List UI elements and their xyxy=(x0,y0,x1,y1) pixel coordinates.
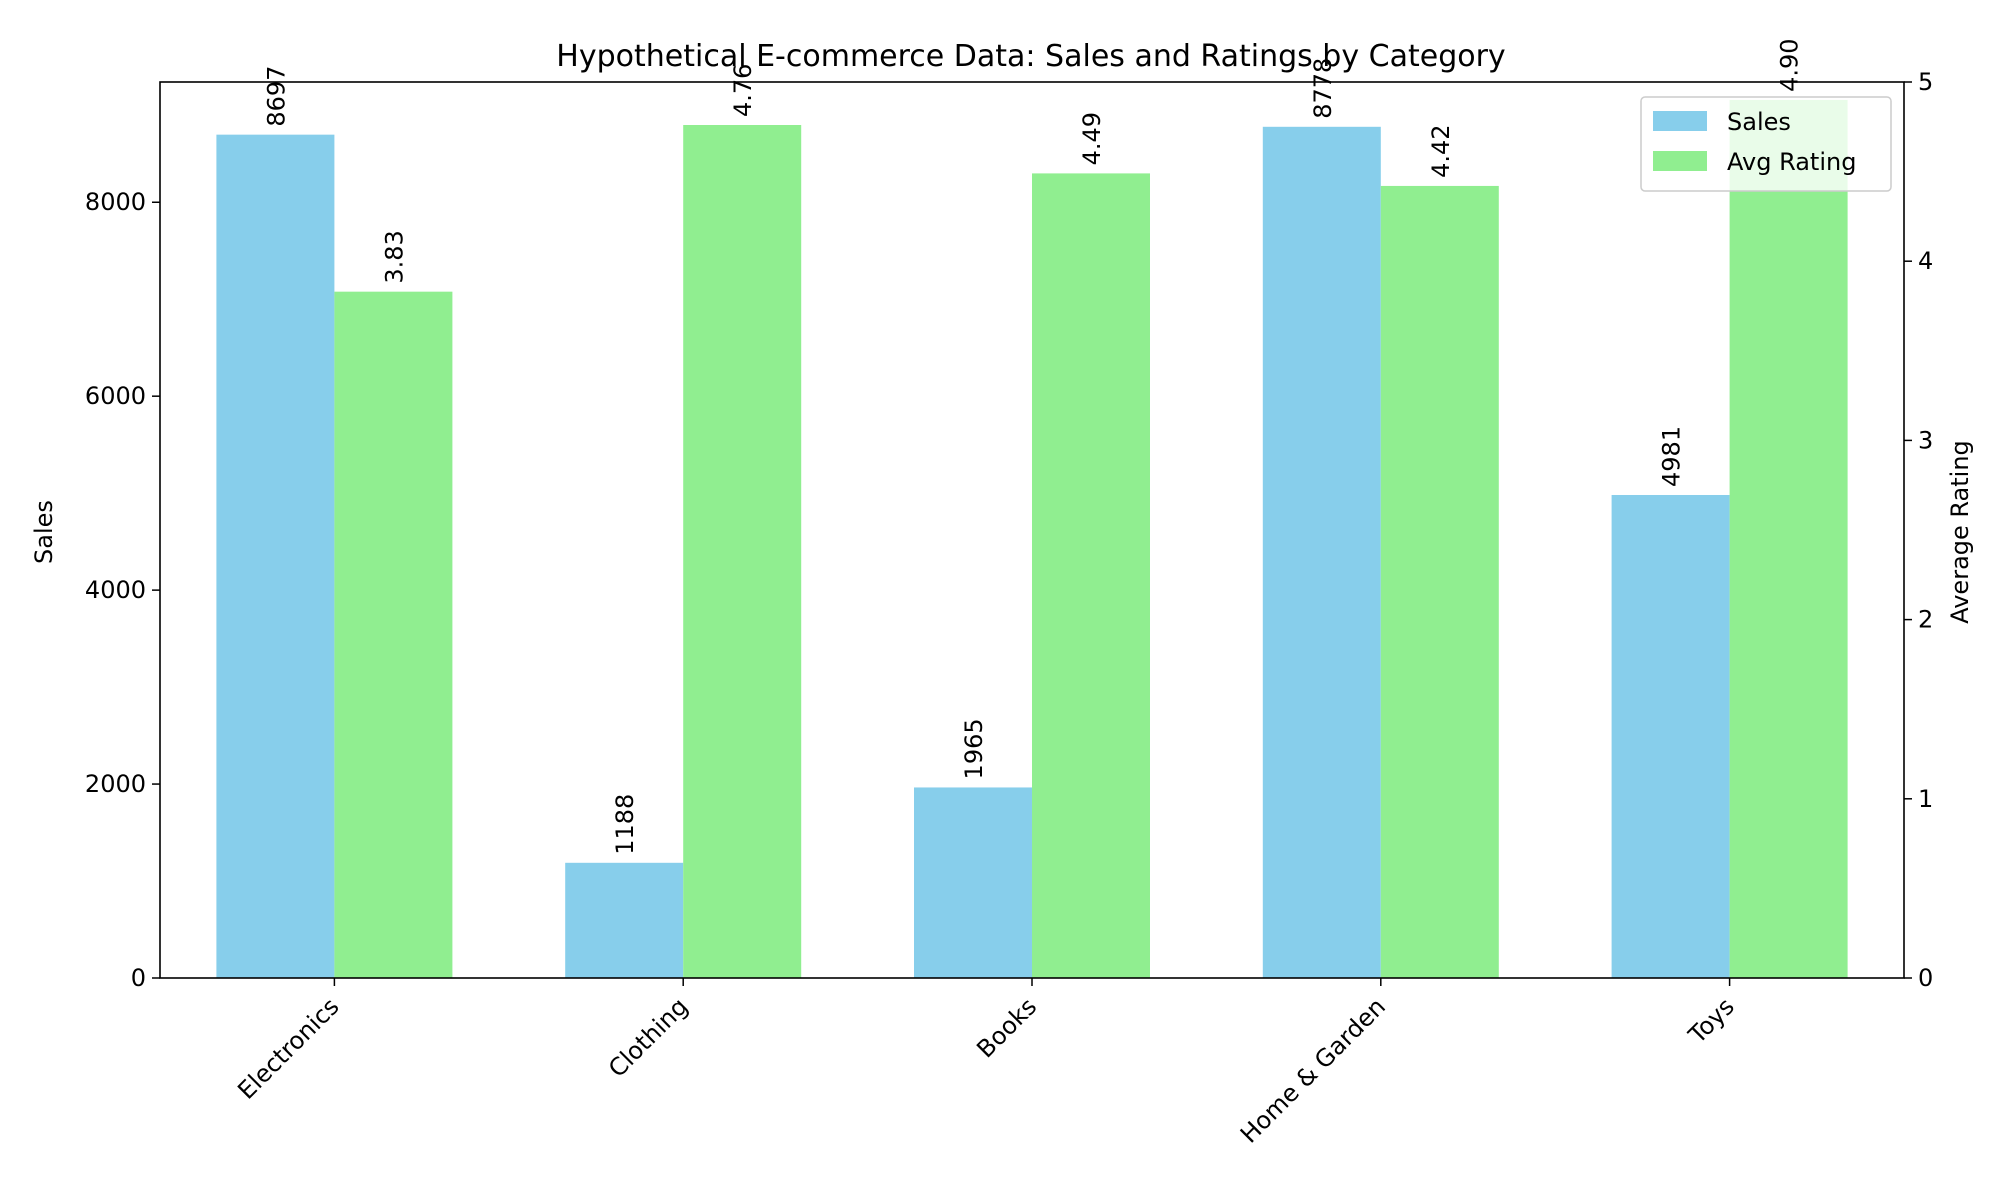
y-right-tick-label: 2 xyxy=(1918,606,1933,634)
legend-swatch-sales xyxy=(1653,111,1707,131)
bar-sales-4 xyxy=(1611,494,1730,978)
y-right-tick-label: 5 xyxy=(1918,68,1933,96)
y-right-tick-label: 1 xyxy=(1918,785,1933,813)
bar-sales-1 xyxy=(565,862,684,978)
y-left-tick-label: 2000 xyxy=(85,770,146,798)
bars-layer xyxy=(216,99,1848,979)
data-label: 3.83 xyxy=(380,230,408,283)
data-label: 8697 xyxy=(262,66,290,127)
data-label: 4.90 xyxy=(1776,38,1804,91)
bar-sales-0 xyxy=(216,134,335,978)
bar-avg-rating-1 xyxy=(683,125,802,979)
x-tick-label: Electronics xyxy=(232,992,344,1104)
data-label: 8778 xyxy=(1309,58,1337,119)
y-right-tick-label: 3 xyxy=(1918,426,1933,454)
bar-sales-2 xyxy=(914,787,1032,978)
bar-avg-rating-0 xyxy=(334,291,453,978)
legend-label: Sales xyxy=(1727,108,1791,136)
x-tick-label: Books xyxy=(971,992,1042,1063)
bar-sales-3 xyxy=(1262,126,1381,979)
bar-avg-rating-4 xyxy=(1729,99,1848,979)
y-axis-left-label: Sales xyxy=(30,500,58,564)
data-label: 4.42 xyxy=(1427,124,1455,177)
y-left-tick-label: 0 xyxy=(131,964,146,992)
x-tick-label: Toys xyxy=(1683,992,1740,1049)
labels-layer: 8697 3.83 1188 4.76 1965 4.49 8778 4.42 4981 4.90 xyxy=(262,38,1803,854)
data-label: 1965 xyxy=(960,718,988,779)
plot-frame xyxy=(159,81,1905,979)
y-left-tick-label: 6000 xyxy=(85,382,146,410)
y-left-tick-label: 8000 xyxy=(85,188,146,216)
legend-label: Avg Rating xyxy=(1727,148,1856,176)
legend-swatch-avg-rating xyxy=(1653,151,1707,171)
data-label: 4.49 xyxy=(1078,112,1106,165)
legend: Sales Avg Rating xyxy=(1640,96,1892,192)
data-label: 1188 xyxy=(611,794,639,855)
data-label: 4981 xyxy=(1658,426,1686,487)
data-label: 4.76 xyxy=(729,64,757,117)
bar-avg-rating-3 xyxy=(1380,185,1499,978)
bar-avg-rating-2 xyxy=(1032,173,1150,979)
y-right-tick-label: 0 xyxy=(1918,964,1933,992)
x-tick-label: Home & Garden xyxy=(1235,992,1391,1148)
y-right-tick-label: 4 xyxy=(1918,247,1933,275)
y-left-tick-label: 4000 xyxy=(85,576,146,604)
y-axis-right-label: Average Rating xyxy=(1946,440,1974,624)
chart-title: Hypothetical E-commerce Data: Sales and … xyxy=(556,39,1505,74)
x-tick-label: Clothing xyxy=(603,992,693,1082)
